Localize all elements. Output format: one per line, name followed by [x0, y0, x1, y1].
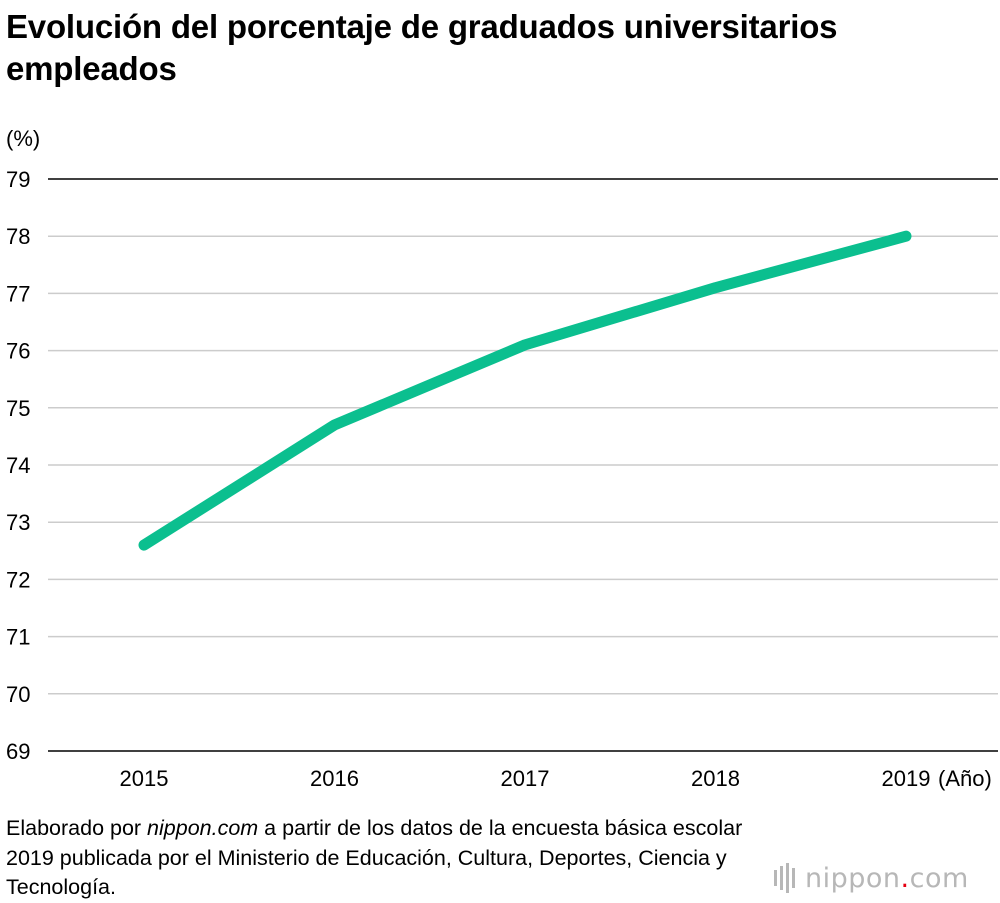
source-site: nippon.com — [147, 816, 258, 840]
x-tick-2018: 2018 — [691, 766, 740, 791]
x-tick-2017: 2017 — [501, 766, 550, 791]
source-note: Elaborado por nippon.com a partir de los… — [6, 814, 766, 903]
y-tick-76: 76 — [6, 339, 30, 364]
y-tick-70: 70 — [6, 682, 30, 707]
series-group — [144, 236, 906, 545]
y-tick-77: 77 — [6, 281, 30, 306]
x-tick-labels: 2015 2016 2017 2018 2019 (Año) — [120, 766, 992, 791]
logo-mark-icon — [774, 863, 795, 893]
y-tick-labels: 79 78 77 76 75 74 73 72 71 70 69 — [6, 167, 30, 764]
y-tick-72: 72 — [6, 567, 30, 592]
y-tick-78: 78 — [6, 224, 30, 249]
x-tick-2019: 2019 — [882, 766, 931, 791]
logo-tld: com — [910, 863, 969, 894]
source-prefix: Elaborado por — [6, 816, 147, 840]
y-tick-79: 79 — [6, 167, 30, 192]
grid-lines — [48, 179, 998, 751]
logo-dot: . — [901, 863, 910, 894]
nippon-logo: nippon.com — [774, 858, 969, 898]
y-tick-74: 74 — [6, 453, 30, 478]
logo-name: nippon — [805, 863, 901, 894]
x-axis-unit-label: (Año) — [938, 766, 992, 791]
y-tick-75: 75 — [6, 396, 30, 421]
y-tick-73: 73 — [6, 510, 30, 535]
x-tick-2016: 2016 — [310, 766, 359, 791]
y-axis-label: (%) — [6, 126, 40, 151]
series-line-0 — [144, 236, 906, 545]
x-tick-2015: 2015 — [120, 766, 169, 791]
y-tick-71: 71 — [6, 625, 30, 650]
y-tick-69: 69 — [6, 739, 30, 764]
